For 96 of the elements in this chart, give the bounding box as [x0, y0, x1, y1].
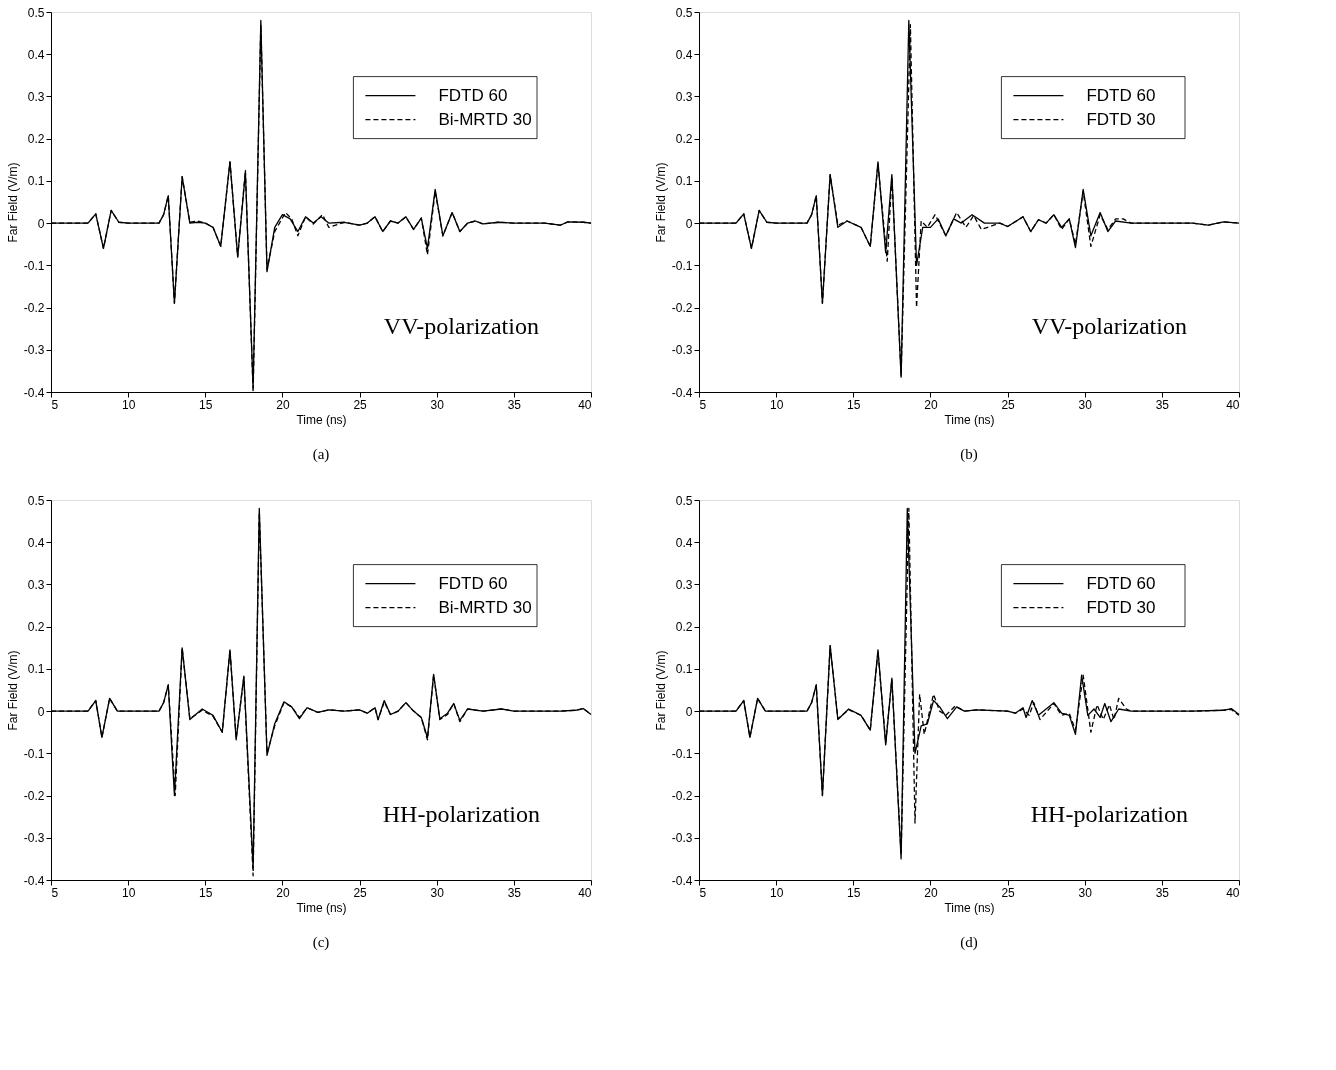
text: (b) [960, 446, 978, 463]
y-tick-label: -0.4 [671, 385, 693, 400]
y-tick-label: 0.3 [27, 89, 45, 104]
text: (c) [312, 934, 330, 951]
x-tick-label: 5 [51, 885, 59, 900]
annotation: VV-polarization [1031, 313, 1187, 340]
y-tick-label: -0.1 [23, 258, 45, 273]
y-tick-label: -0.1 [671, 746, 693, 761]
y-tick-label: 0.5 [675, 493, 693, 508]
y-tick-label: -0.3 [23, 343, 45, 358]
y-tick-label: 0.3 [27, 577, 45, 592]
x-tick-label: 35 [507, 397, 522, 412]
x-tick-label: 20 [924, 885, 938, 900]
annotation: HH-polarization [1030, 801, 1189, 828]
y-tick-label: 0.3 [675, 89, 693, 104]
x-tick-label: 15 [199, 885, 213, 900]
x-tick-label: 5 [699, 397, 707, 412]
x-tick-label: 30 [430, 885, 445, 900]
x-tick-label: 25 [353, 397, 368, 412]
y-tick-label: 0.2 [27, 132, 45, 147]
y-tick-label: 0.3 [675, 577, 693, 592]
x-tick-label: 20 [924, 397, 938, 412]
y-tick-label: 0.1 [675, 174, 693, 189]
legend-label: Bi-MRTD 30 [438, 597, 532, 617]
x-tick-label: 40 [578, 397, 592, 412]
y-tick-label: 0.5 [27, 493, 45, 508]
y-tick-label: 0.5 [27, 5, 45, 20]
y-tick-label: -0.3 [671, 831, 693, 846]
x-tick-label: 10 [121, 885, 136, 900]
legend-label: FDTD 30 [1086, 597, 1156, 617]
y-tick-label: -0.4 [23, 385, 45, 400]
x-tick-label: 25 [1001, 397, 1016, 412]
x-axis-title: Time (ns) [944, 412, 995, 427]
y-tick-label: 0.2 [675, 620, 693, 635]
x-tick-label: 30 [430, 397, 445, 412]
text: (d) [960, 934, 978, 951]
y-tick-label: -0.1 [23, 746, 45, 761]
x-tick-label: 30 [1078, 397, 1093, 412]
x-tick-label: 5 [699, 885, 707, 900]
x-axis-title: Time (ns) [296, 412, 347, 427]
legend-label: FDTD 60 [438, 573, 508, 593]
legend-label: FDTD 60 [1086, 573, 1156, 593]
y-tick-label: 0 [37, 704, 45, 719]
legend-label: FDTD 60 [438, 85, 508, 105]
x-tick-label: 10 [769, 885, 784, 900]
annotation: HH-polarization [382, 801, 541, 828]
legend-label: FDTD 60 [1086, 85, 1156, 105]
y-tick-label: -0.2 [23, 789, 45, 804]
annotation: VV-polarization [383, 313, 539, 340]
x-tick-label: 40 [1226, 885, 1240, 900]
x-tick-label: 10 [769, 397, 784, 412]
y-tick-label: 0 [685, 216, 693, 231]
y-tick-label: -0.3 [23, 831, 45, 846]
y-tick-label: -0.2 [671, 301, 693, 316]
y-axis-title: Far Field (V/m) [653, 162, 668, 243]
x-tick-label: 15 [199, 397, 213, 412]
y-tick-label: -0.2 [671, 789, 693, 804]
x-tick-label: 20 [276, 397, 290, 412]
x-tick-label: 10 [121, 397, 136, 412]
y-tick-label: 0.1 [27, 174, 45, 189]
x-tick-label: 40 [578, 885, 592, 900]
y-tick-label: -0.4 [23, 873, 45, 888]
x-tick-label: 35 [507, 885, 522, 900]
y-tick-label: -0.1 [671, 258, 693, 273]
legend-label: FDTD 30 [1086, 109, 1156, 129]
y-tick-label: 0.1 [27, 662, 45, 677]
y-axis-title: Far Field (V/m) [5, 162, 20, 243]
y-tick-label: 0.1 [675, 662, 693, 677]
x-axis-title: Time (ns) [296, 900, 347, 915]
y-tick-label: 0.2 [27, 620, 45, 635]
y-tick-label: 0.4 [675, 535, 693, 550]
y-tick-label: 0.5 [675, 5, 693, 20]
x-tick-label: 25 [1001, 885, 1016, 900]
y-axis-title: Far Field (V/m) [5, 650, 20, 731]
x-tick-label: 30 [1078, 885, 1093, 900]
y-tick-label: -0.2 [23, 301, 45, 316]
y-axis-title: Far Field (V/m) [653, 650, 668, 731]
y-tick-label: 0.4 [675, 47, 693, 62]
y-tick-label: 0 [685, 704, 693, 719]
y-tick-label: -0.3 [671, 343, 693, 358]
x-tick-label: 40 [1226, 397, 1240, 412]
x-tick-label: 35 [1155, 397, 1170, 412]
x-tick-label: 15 [847, 885, 861, 900]
x-tick-label: 25 [353, 885, 368, 900]
y-tick-label: 0 [37, 216, 45, 231]
x-tick-label: 35 [1155, 885, 1170, 900]
legend-label: Bi-MRTD 30 [438, 109, 532, 129]
x-tick-label: 15 [847, 397, 861, 412]
x-tick-label: 20 [276, 885, 290, 900]
y-tick-label: -0.4 [671, 873, 693, 888]
y-tick-label: 0.4 [27, 535, 45, 550]
x-axis-title: Time (ns) [944, 900, 995, 915]
x-tick-label: 5 [51, 397, 59, 412]
y-tick-label: 0.2 [675, 132, 693, 147]
text: (a) [312, 446, 330, 463]
y-tick-label: 0.4 [27, 47, 45, 62]
